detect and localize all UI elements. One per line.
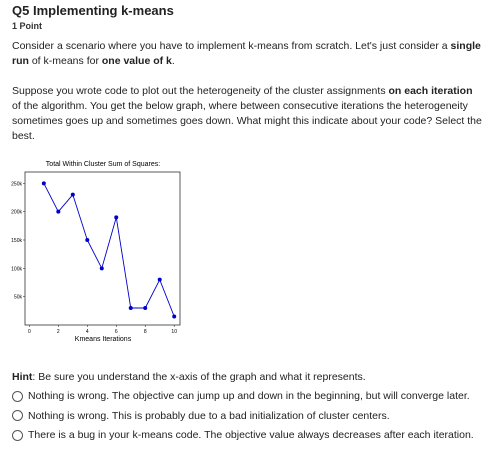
- radio-button[interactable]: [12, 410, 23, 421]
- point: [99, 266, 104, 271]
- chart: Total Within Cluster Sum of Squares: Kme…: [11, 161, 181, 343]
- bold-text: one value of k: [101, 55, 172, 67]
- question-title: Q5 Implementing k-means: [12, 3, 174, 18]
- text: : Be sure you understand the x-axis of t…: [32, 371, 366, 383]
- point: [157, 277, 162, 282]
- point: [143, 306, 148, 310]
- text: Consider a scenario where you have to im…: [12, 40, 451, 52]
- y-tick-label: 200k: [11, 210, 22, 216]
- x-tick-label: 4: [86, 329, 89, 335]
- radio-option[interactable]: There is a bug in your k-means code. The…: [12, 429, 474, 441]
- point: [128, 306, 133, 310]
- text: Suppose you wrote code to plot out the h…: [12, 85, 389, 97]
- paragraph: Consider a scenario where you have to im…: [12, 39, 482, 69]
- paragraph: Suppose you wrote code to plot out the h…: [12, 84, 482, 144]
- line: [43, 183, 175, 317]
- bold-text: on each iteration: [388, 85, 473, 97]
- text: .: [171, 55, 175, 67]
- point: [85, 238, 90, 242]
- bold-text: Hint: [12, 371, 33, 383]
- option-label[interactable]: Nothing is wrong. The objective can jump…: [28, 390, 470, 402]
- x-tick-label: 2: [57, 329, 60, 335]
- x-tick-label: 0: [28, 329, 31, 335]
- x-tick-label: 10: [171, 329, 177, 335]
- radio-option[interactable]: Nothing is wrong. The objective can jump…: [12, 390, 470, 402]
- option-label[interactable]: There is a bug in your k-means code. The…: [28, 429, 474, 441]
- x-axis-label: Kmeans Iterations: [75, 336, 132, 343]
- y-tick-label: 150k: [11, 238, 22, 244]
- point: [41, 181, 46, 186]
- radio-option[interactable]: Nothing is wrong. This is probably due t…: [12, 410, 390, 422]
- y-tick-label: 250k: [11, 181, 22, 187]
- chart-title: Total Within Cluster Sum of Squares:: [46, 161, 160, 168]
- point: [114, 215, 119, 220]
- x-tick-label: 8: [144, 329, 147, 335]
- point: [172, 314, 177, 319]
- y-tick-label: 50k: [14, 295, 23, 301]
- y-tick-label: 100k: [11, 266, 22, 272]
- option-label[interactable]: Nothing is wrong. This is probably due t…: [28, 409, 390, 422]
- point: [70, 192, 75, 197]
- radio-button[interactable]: [12, 429, 23, 441]
- point: [56, 209, 61, 214]
- hint: Hint: Be sure you understand the x-axis …: [12, 371, 366, 383]
- text: of k-means for: [28, 55, 102, 67]
- radio-button[interactable]: [12, 390, 23, 402]
- text: of the algorithm. You get the below grap…: [12, 100, 482, 142]
- question-points: 1 Point: [12, 21, 43, 31]
- plot-frame: [24, 171, 181, 326]
- x-tick-label: 6: [115, 329, 118, 335]
- bold-text: single run: [12, 40, 481, 67]
